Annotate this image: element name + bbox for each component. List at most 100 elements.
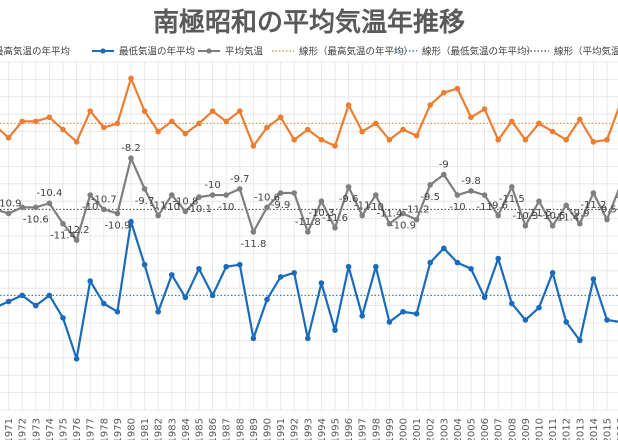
data-label: -9	[439, 160, 449, 171]
series-line	[0, 157, 618, 242]
data-point	[33, 302, 39, 309]
data-point	[128, 155, 134, 162]
x-tick-label: 1997	[358, 418, 369, 440]
data-point	[114, 210, 121, 217]
data-label: -10	[218, 202, 234, 213]
data-point	[345, 263, 352, 270]
legend-label: 最低気温の年平均	[119, 46, 195, 58]
data-label: -10	[204, 180, 220, 191]
data-point	[237, 108, 243, 114]
x-tick-label: 2012	[562, 418, 573, 440]
data-point	[413, 132, 420, 139]
data-point	[291, 136, 298, 143]
data-point	[87, 108, 93, 114]
data-point	[359, 313, 366, 319]
data-label: -10.6	[23, 214, 49, 225]
data-label: -10.3	[512, 211, 538, 222]
data-point	[305, 335, 311, 342]
data-label: -11.4	[553, 212, 579, 223]
data-point	[87, 278, 93, 284]
data-point	[291, 190, 298, 196]
data-label: -10.4	[36, 188, 62, 199]
data-point	[318, 198, 325, 204]
data-point	[400, 126, 406, 133]
data-point	[590, 190, 597, 196]
data-point	[305, 126, 311, 133]
data-point	[182, 294, 189, 301]
data-point	[563, 319, 569, 325]
data-point	[495, 255, 502, 262]
legend-label: 線形（平均気温）	[554, 46, 618, 58]
data-point	[427, 182, 434, 188]
data-point	[169, 272, 175, 278]
x-tick-label: 1985	[195, 418, 206, 440]
data-point	[604, 136, 610, 143]
x-tick-label: 1986	[208, 418, 219, 440]
data-point	[223, 192, 229, 198]
series-lines	[0, 77, 618, 360]
data-label: -11.8	[295, 217, 321, 228]
data-point	[454, 192, 461, 198]
x-tick-label: 1973	[31, 418, 42, 440]
data-point	[223, 263, 229, 270]
data-point	[468, 114, 474, 121]
x-tick-label: 1981	[140, 418, 151, 440]
data-label: -10.8	[172, 196, 198, 207]
data-point	[60, 220, 66, 227]
data-label: -8.2	[121, 143, 141, 154]
data-point	[46, 114, 53, 121]
x-tick-label: 1974	[45, 418, 56, 440]
data-point	[73, 139, 80, 145]
data-point	[318, 136, 325, 143]
x-tick-label: 1990	[263, 418, 274, 440]
data-point	[73, 356, 80, 362]
data-point	[386, 220, 393, 227]
x-tick-label: 1976	[72, 418, 83, 440]
data-label: -10	[82, 202, 98, 213]
data-point	[373, 120, 379, 127]
data-label: -1	[616, 192, 618, 203]
legend-label: 平均気温	[225, 46, 264, 58]
data-point	[468, 265, 474, 272]
legend-label: 線形（最低気温の年平均）	[422, 46, 536, 58]
data-point	[549, 222, 556, 229]
x-tick-label: 1988	[235, 418, 246, 440]
data-point	[536, 304, 542, 311]
data-label: -12.2	[64, 225, 90, 236]
data-point	[182, 208, 189, 215]
x-tick-label: 2007	[494, 418, 505, 440]
x-tick-label: 1995	[331, 418, 342, 440]
x-tick-label: 2005	[467, 418, 478, 440]
legend-marker	[100, 48, 106, 54]
data-point	[87, 192, 93, 198]
data-label: -10	[449, 202, 465, 213]
data-point	[373, 192, 379, 198]
data-label: -10.9	[390, 220, 416, 231]
data-point	[400, 210, 406, 217]
data-point	[590, 139, 597, 145]
x-tick-label: 1972	[18, 418, 29, 440]
data-point	[509, 184, 515, 190]
data-label: -11.4	[50, 231, 76, 242]
data-point	[169, 118, 175, 125]
series-line	[0, 77, 618, 148]
data-point	[577, 337, 583, 344]
data-label: -10.6	[254, 192, 280, 203]
data-point	[522, 136, 529, 143]
data-point	[332, 143, 338, 149]
data-point	[345, 102, 352, 108]
data-point	[305, 229, 311, 235]
data-point	[209, 292, 216, 299]
data-label: -9.9	[570, 209, 590, 220]
data-label: -11.2	[404, 205, 430, 216]
data-point	[386, 136, 393, 143]
legend-label: 線形（最高気温の年平均）	[299, 46, 413, 58]
x-tick-label: 2004	[453, 418, 464, 440]
data-point	[250, 229, 257, 235]
data-point	[277, 190, 284, 196]
data-point	[427, 102, 434, 108]
data-point	[481, 106, 488, 112]
data-point	[101, 206, 107, 213]
data-point	[495, 136, 502, 143]
